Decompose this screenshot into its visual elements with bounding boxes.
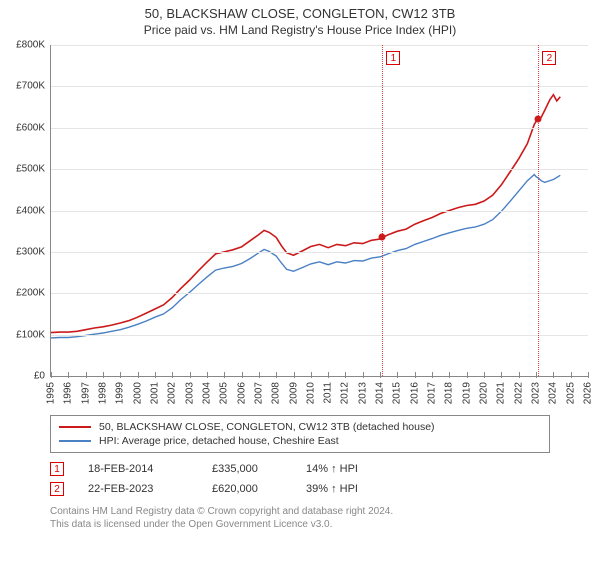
event-row-2: 2 22-FEB-2023 £620,000 39% ↑ HPI bbox=[50, 479, 600, 499]
event-index-2: 2 bbox=[50, 482, 64, 496]
event-dot bbox=[535, 116, 542, 123]
event-vline bbox=[538, 45, 539, 376]
event-diff-2: 39% ↑ HPI bbox=[306, 483, 396, 495]
legend-item-hpi: HPI: Average price, detached house, Ches… bbox=[59, 434, 541, 448]
event-marker: 2 bbox=[542, 51, 556, 65]
ytick-label: £800K bbox=[16, 40, 45, 51]
chart-title: 50, BLACKSHAW CLOSE, CONGLETON, CW12 3TB bbox=[0, 6, 600, 21]
footer-line-1: Contains HM Land Registry data © Crown c… bbox=[50, 505, 600, 518]
footer-line-2: This data is licensed under the Open Gov… bbox=[50, 518, 600, 531]
event-diff-1: 14% ↑ HPI bbox=[306, 463, 396, 475]
event-marker: 1 bbox=[386, 51, 400, 65]
event-price-2: £620,000 bbox=[212, 483, 282, 495]
series-line-hpi bbox=[51, 175, 560, 338]
legend-label-property: 50, BLACKSHAW CLOSE, CONGLETON, CW12 3TB… bbox=[99, 421, 435, 433]
legend: 50, BLACKSHAW CLOSE, CONGLETON, CW12 3TB… bbox=[50, 415, 550, 453]
event-vline bbox=[382, 45, 383, 376]
series-line-property bbox=[51, 95, 560, 333]
event-dot bbox=[379, 234, 386, 241]
events-table: 1 18-FEB-2014 £335,000 14% ↑ HPI 2 22-FE… bbox=[50, 459, 600, 499]
legend-label-hpi: HPI: Average price, detached house, Ches… bbox=[99, 435, 339, 447]
plot-area: £0£100K£200K£300K£400K£500K£600K£700K£80… bbox=[50, 45, 588, 377]
ytick-label: £600K bbox=[16, 122, 45, 133]
ytick-label: £100K bbox=[16, 329, 45, 340]
chart-area: £0£100K£200K£300K£400K£500K£600K£700K£80… bbox=[50, 45, 588, 407]
event-price-1: £335,000 bbox=[212, 463, 282, 475]
event-date-1: 18-FEB-2014 bbox=[88, 463, 188, 475]
ytick-label: £700K bbox=[16, 81, 45, 92]
event-date-2: 22-FEB-2023 bbox=[88, 483, 188, 495]
chart-subtitle: Price paid vs. HM Land Registry's House … bbox=[0, 23, 600, 37]
ytick-label: £400K bbox=[16, 205, 45, 216]
legend-swatch-hpi bbox=[59, 440, 91, 442]
ytick-label: £200K bbox=[16, 288, 45, 299]
ytick-label: £500K bbox=[16, 164, 45, 175]
legend-swatch-property bbox=[59, 426, 91, 428]
ytick-label: £0 bbox=[34, 371, 45, 382]
legend-item-property: 50, BLACKSHAW CLOSE, CONGLETON, CW12 3TB… bbox=[59, 420, 541, 434]
footer: Contains HM Land Registry data © Crown c… bbox=[50, 505, 600, 531]
event-index-1: 1 bbox=[50, 462, 64, 476]
x-axis bbox=[50, 377, 588, 407]
event-row-1: 1 18-FEB-2014 £335,000 14% ↑ HPI bbox=[50, 459, 600, 479]
ytick-label: £300K bbox=[16, 246, 45, 257]
